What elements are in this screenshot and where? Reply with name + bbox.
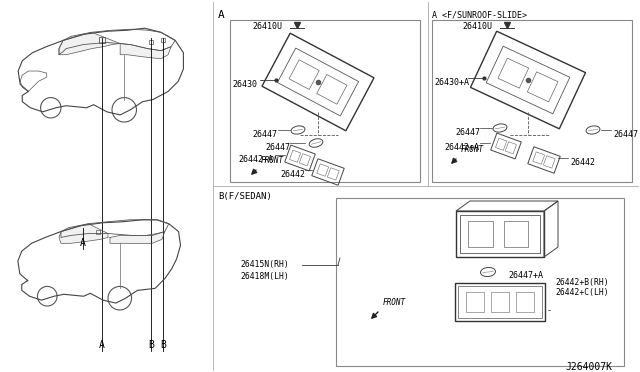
Bar — [516, 292, 534, 312]
Text: B: B — [148, 340, 154, 350]
Text: 26410U: 26410U — [252, 22, 282, 31]
Text: 26442+A: 26442+A — [238, 155, 273, 164]
Bar — [336, 198, 624, 366]
Text: 26447+A: 26447+A — [508, 271, 543, 280]
Bar — [468, 221, 493, 247]
Text: A: A — [218, 10, 225, 20]
Text: 26442: 26442 — [570, 158, 595, 167]
Bar — [460, 215, 540, 253]
Text: 26418M(LH): 26418M(LH) — [240, 272, 289, 281]
Bar — [432, 20, 632, 182]
Bar — [491, 292, 509, 312]
Text: B: B — [160, 340, 166, 350]
Text: 26430: 26430 — [232, 80, 257, 89]
Bar — [504, 221, 528, 247]
Text: 26442: 26442 — [280, 170, 305, 179]
Text: 26415N(RH): 26415N(RH) — [240, 260, 289, 269]
Text: A: A — [80, 238, 86, 247]
Bar — [455, 283, 545, 321]
Polygon shape — [59, 32, 120, 55]
Text: FRONT: FRONT — [261, 156, 284, 165]
Text: 26447: 26447 — [455, 128, 480, 137]
Polygon shape — [110, 231, 165, 243]
Bar — [466, 292, 484, 312]
Text: A: A — [99, 340, 105, 350]
Bar — [458, 286, 542, 318]
Text: A <F/SUNROOF-SLIDE>: A <F/SUNROOF-SLIDE> — [432, 10, 527, 19]
Text: 26442+A: 26442+A — [444, 143, 479, 152]
Text: 26447: 26447 — [613, 130, 638, 139]
Polygon shape — [59, 224, 108, 243]
Text: B(F/SEDAN): B(F/SEDAN) — [218, 192, 272, 201]
Polygon shape — [120, 44, 171, 59]
Bar — [230, 20, 420, 182]
Text: FRONT: FRONT — [461, 145, 484, 154]
Text: FRONT: FRONT — [383, 298, 406, 307]
Text: 26447: 26447 — [252, 130, 277, 139]
Text: 26442+C(LH): 26442+C(LH) — [555, 288, 609, 297]
Bar — [456, 211, 544, 257]
Text: 26430+A: 26430+A — [434, 78, 469, 87]
Text: 26442+B(RH): 26442+B(RH) — [555, 278, 609, 287]
Text: 26410U: 26410U — [462, 22, 492, 31]
Text: 26447: 26447 — [265, 143, 290, 152]
Text: J264007K: J264007K — [565, 362, 612, 372]
